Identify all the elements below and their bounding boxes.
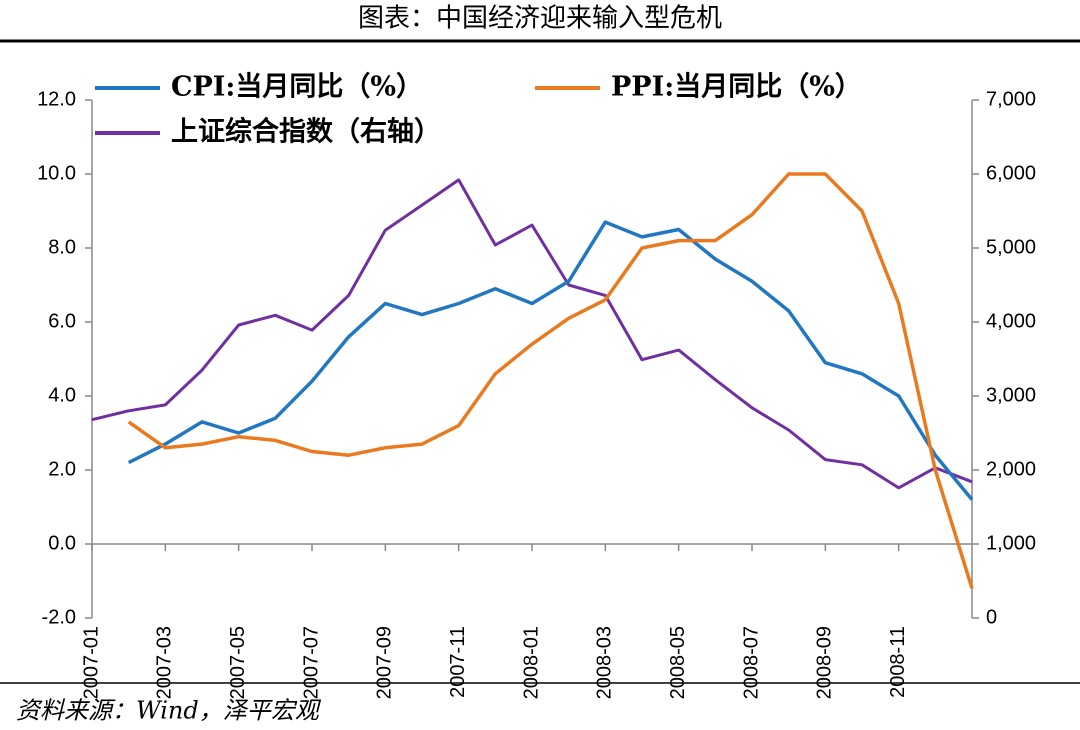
y2-tick-label: 2,000: [986, 458, 1036, 480]
legend-label: PPI:当月同比（%）: [611, 72, 862, 103]
x-tick-label: 2008-11: [887, 626, 909, 698]
y2-tick-label: 5,000: [986, 236, 1036, 258]
x-tick-label: 2007-09: [374, 626, 396, 699]
y-tick-label: 4.0: [48, 384, 76, 406]
y-tick-label: 0.0: [48, 532, 76, 554]
y-tick-label: 10.0: [37, 162, 76, 184]
x-tick-label: 2007-05: [227, 626, 249, 699]
series-line: [127, 172, 974, 589]
y-tick-label: 2.0: [48, 458, 76, 480]
legend-label: CPI:当月同比（%）: [171, 72, 423, 103]
y-tick-label: 12.0: [37, 88, 76, 110]
x-tick-label: 2007-01: [80, 626, 102, 699]
series-line: [91, 178, 973, 490]
x-tick-label: 2008-05: [667, 626, 689, 699]
y2-tick-label: 0: [986, 606, 997, 628]
chart-title: 图表：中国经济迎来输入型危机: [358, 4, 722, 34]
x-tick-label: 2008-03: [594, 626, 616, 699]
legend-label: 上证综合指数（右轴）: [171, 116, 441, 148]
x-tick-label: 2008-07: [740, 626, 762, 699]
y2-tick-label: 6,000: [986, 162, 1036, 184]
y-tick-label: 6.0: [48, 310, 76, 332]
x-tick-label: 2007-07: [300, 626, 322, 699]
y2-tick-label: 7,000: [986, 88, 1036, 110]
y2-tick-label: 4,000: [986, 310, 1036, 332]
x-tick-label: 2008-01: [520, 626, 542, 699]
x-tick-label: 2007-03: [154, 626, 176, 699]
x-tick-label: 2007-11: [447, 626, 469, 698]
x-tick-label: 2008-09: [814, 626, 836, 699]
y-tick-label: -2.0: [42, 606, 76, 628]
y2-tick-label: 1,000: [986, 532, 1036, 554]
source-note: 资料来源：Wind，泽平宏观: [16, 697, 322, 725]
y2-tick-label: 3,000: [986, 384, 1036, 406]
y-tick-label: 8.0: [48, 236, 76, 258]
series-line: [127, 220, 974, 501]
